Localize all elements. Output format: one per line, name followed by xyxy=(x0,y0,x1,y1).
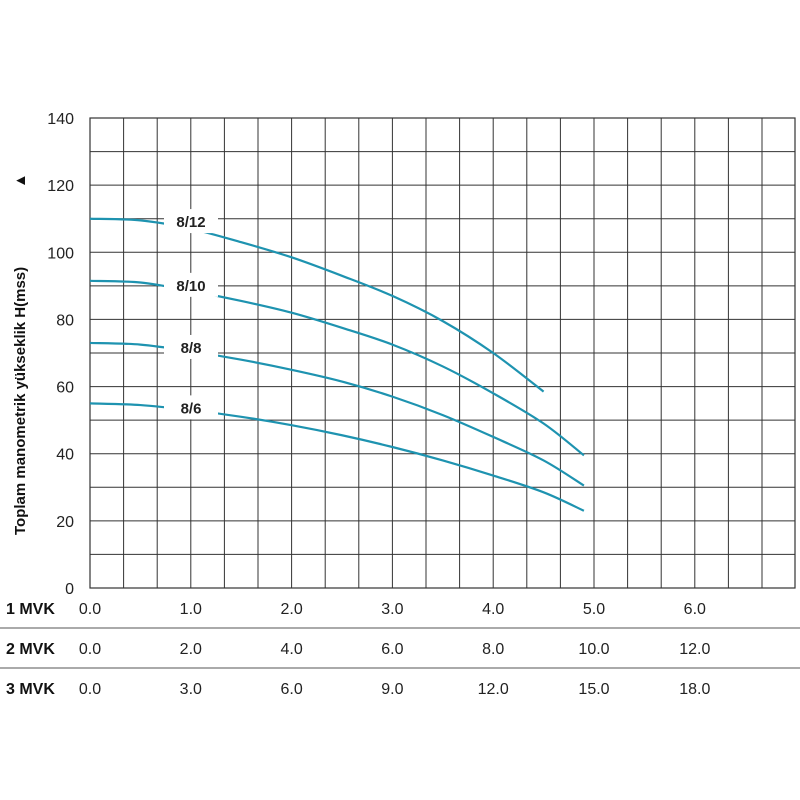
x-tick-label: 5.0 xyxy=(583,601,605,618)
series-label-8-6: 8/6 xyxy=(181,400,202,417)
y-tick-label: 80 xyxy=(56,312,74,329)
grid xyxy=(89,117,796,589)
y-tick-label: 100 xyxy=(47,245,74,262)
x-tick-label: 4.0 xyxy=(482,601,504,618)
x-tick-label: 6.0 xyxy=(381,641,403,658)
y-axis-label: Toplam manometrik yükseklik H(mss) xyxy=(12,267,29,535)
x-axis-row-label: 2 MVK xyxy=(6,641,55,658)
y-tick-label: 20 xyxy=(56,514,74,531)
series-label-bg xyxy=(164,209,218,234)
y-axis-arrow-icon: ▲ xyxy=(12,173,29,188)
x-tick-label: 3.0 xyxy=(180,681,202,698)
series-label-8-8: 8/8 xyxy=(181,340,202,357)
series-line-8-10 xyxy=(89,279,585,457)
y-tick-label: 120 xyxy=(47,178,74,195)
series-line-8-12 xyxy=(89,217,545,393)
series-label-bg xyxy=(164,272,218,297)
y-axis-label-group: Toplam manometrik yükseklik H(mss) ▲ xyxy=(12,173,29,535)
series-lines xyxy=(89,217,585,512)
x-tick-label: 18.0 xyxy=(679,681,710,698)
x-tick-label: 4.0 xyxy=(280,641,302,658)
x-tick-label: 8.0 xyxy=(482,641,504,658)
series-line-8-6 xyxy=(89,402,585,512)
y-tick-label: 40 xyxy=(56,447,74,464)
x-tick-label: 12.0 xyxy=(679,641,710,658)
y-tick-labels: 0 20 40 60 80 100 120 140 xyxy=(47,111,74,598)
y-tick-label: 0 xyxy=(65,581,74,598)
x-tick-label: 10.0 xyxy=(578,641,609,658)
x-tick-label: 12.0 xyxy=(478,681,509,698)
x-axis-row-label: 1 MVK xyxy=(6,601,55,618)
series-label-bg xyxy=(164,334,218,359)
series-label-bg xyxy=(164,395,218,420)
y-tick-label: 60 xyxy=(56,380,74,397)
y-tick-label: 140 xyxy=(47,111,74,128)
series-label-8-12: 8/12 xyxy=(176,214,205,231)
x-tick-label: 0.0 xyxy=(79,641,101,658)
x-tick-label: 6.0 xyxy=(280,681,302,698)
series-labels: 8/12 8/10 8/8 8/6 xyxy=(164,209,218,420)
x-tick-label: 2.0 xyxy=(180,641,202,658)
x-tick-label: 0.0 xyxy=(79,681,101,698)
x-tick-label: 9.0 xyxy=(381,681,403,698)
series-label-8-10: 8/10 xyxy=(176,278,205,295)
x-axes-table: 1 MVK 0.0 1.0 2.0 3.0 4.0 5.0 6.0 2 MVK 0.0 2.0 4.0… xyxy=(0,601,800,698)
x-tick-label: 15.0 xyxy=(578,681,609,698)
x-tick-label: 6.0 xyxy=(684,601,706,618)
x-tick-label: 1.0 xyxy=(180,601,202,618)
x-tick-label: 0.0 xyxy=(79,601,101,618)
x-tick-label: 3.0 xyxy=(381,601,403,618)
x-tick-label: 2.0 xyxy=(280,601,302,618)
x-axis-row-label: 3 MVK xyxy=(6,681,55,698)
